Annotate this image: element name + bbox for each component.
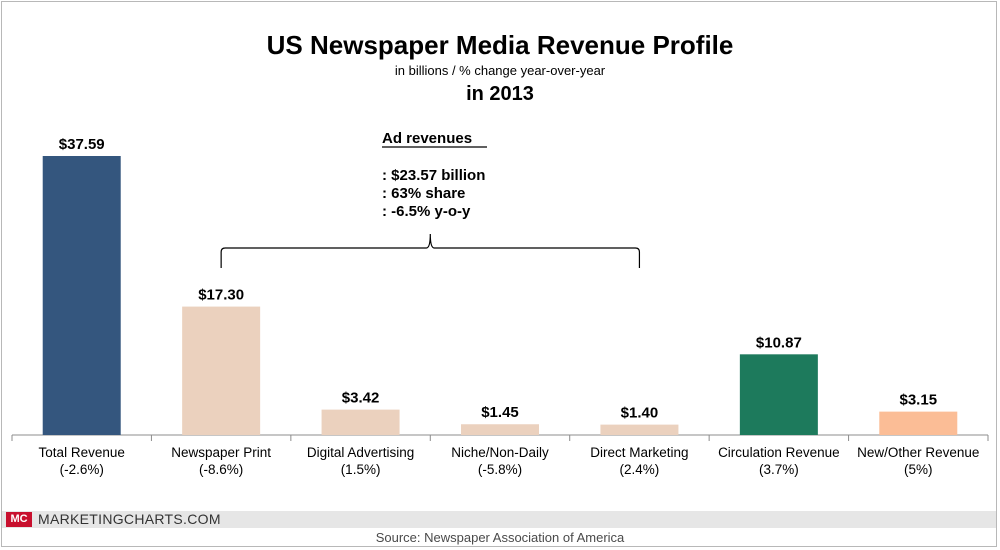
data-label: $3.42	[342, 390, 380, 407]
x-tick-label: Newspaper Print	[171, 445, 271, 460]
bar	[740, 354, 818, 435]
bar	[600, 425, 678, 435]
x-tick-label: Circulation Revenue	[718, 445, 840, 460]
bar	[461, 424, 539, 435]
brand-logo: MC	[6, 512, 32, 527]
bar	[879, 412, 957, 435]
annotation-brace	[221, 234, 639, 268]
annotation-line: : $23.57 billion	[382, 167, 485, 184]
x-tick-change-label: (3.7%)	[759, 462, 799, 477]
annotation-line: : -6.5% y-o-y	[382, 203, 471, 220]
brand-name: MARKETINGCHARTS.COM	[38, 512, 221, 527]
annotation-line: : 63% share	[382, 185, 465, 202]
x-tick-change-label: (-2.6%)	[60, 462, 104, 477]
bar-chart: $37.59 Total Revenue (-2.6%) $17.30 Newspape…	[0, 0, 1000, 510]
data-label: $3.15	[900, 392, 938, 409]
x-tick-change-label: (-5.8%)	[478, 462, 522, 477]
data-label: $1.40	[621, 405, 659, 422]
x-tick-change-label: (5%)	[904, 462, 933, 477]
x-tick-label: Niche/Non-Daily	[451, 445, 549, 460]
x-tick-change-label: (-8.6%)	[199, 462, 243, 477]
bar	[43, 156, 121, 435]
x-tick-label: Digital Advertising	[307, 445, 414, 460]
bar	[182, 307, 260, 435]
source-note: Source: Newspaper Association of America	[0, 530, 1000, 546]
data-label: $37.59	[59, 136, 105, 153]
annotation-title: Ad revenues	[382, 130, 472, 147]
x-tick-label: Direct Marketing	[590, 445, 688, 460]
x-tick-label: Total Revenue	[39, 445, 125, 460]
data-label: $1.45	[481, 404, 519, 421]
x-tick-label: New/Other Revenue	[857, 445, 979, 460]
bar	[322, 410, 400, 435]
data-label: $10.87	[756, 334, 802, 351]
data-label: $17.30	[198, 287, 244, 304]
x-tick-change-label: (2.4%)	[620, 462, 660, 477]
x-tick-change-label: (1.5%)	[341, 462, 381, 477]
